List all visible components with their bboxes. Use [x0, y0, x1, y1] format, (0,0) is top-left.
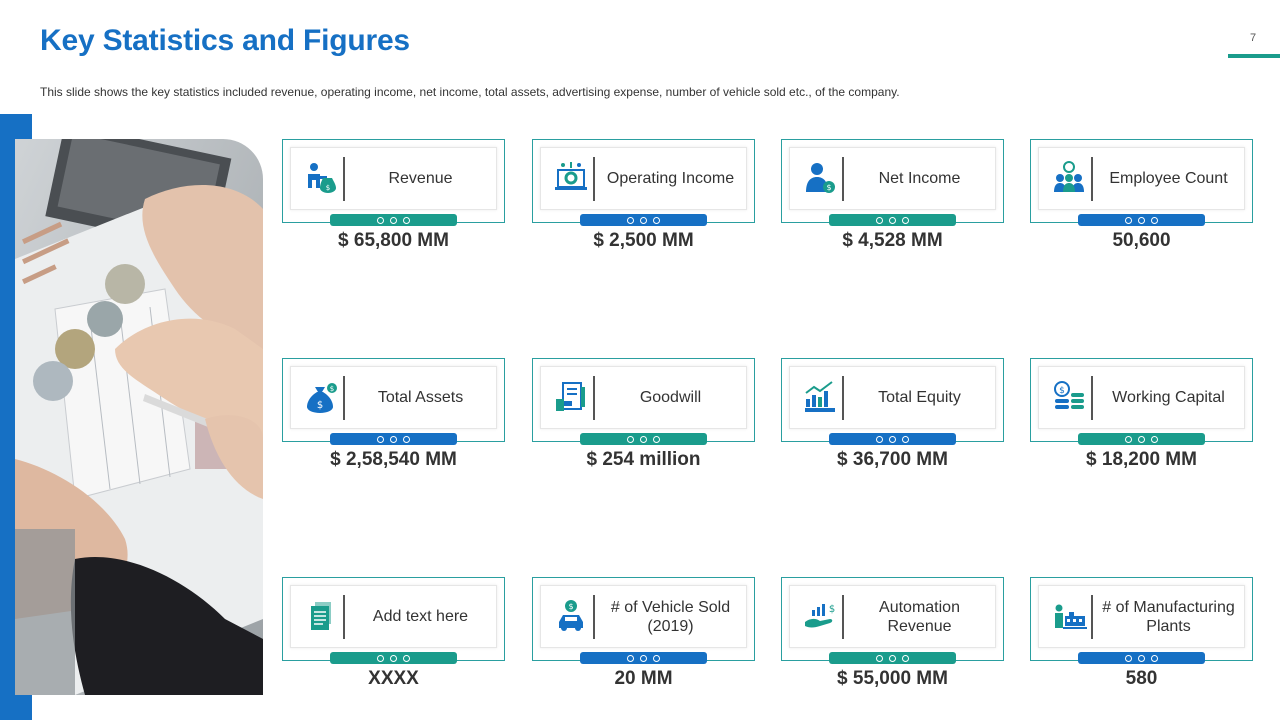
card-tab: [580, 214, 707, 226]
stat-card-net-income: $ Net Income: [781, 139, 1004, 226]
employee-count-value: 50,600: [1112, 230, 1171, 251]
card-tab: [330, 433, 457, 445]
card-tab: [829, 214, 956, 226]
businessman-money-icon: $: [308, 163, 336, 193]
stat-card-total-assets: $ $ Total Assets: [282, 358, 505, 445]
stat-card-working-capital: $ Working Capital: [1030, 358, 1253, 445]
stat-card-goodwill: Goodwill: [532, 358, 755, 445]
vehicle-sold-value: 20 MM: [614, 668, 673, 689]
svg-text:$: $: [317, 400, 323, 411]
stat-card-automation-revenue: $ Automation Revenue: [781, 577, 1004, 664]
card-divider: [593, 157, 595, 201]
factory-worker-icon: [1055, 604, 1087, 629]
card-tab: [829, 652, 956, 664]
money-bag-icon: $ $: [307, 383, 337, 413]
card-label: Total Equity: [878, 389, 961, 406]
card-divider: [343, 157, 345, 201]
laptop-gear-icon: [555, 162, 587, 190]
add-text-value: XXXX: [368, 668, 419, 689]
card-label: Revenue: [388, 170, 453, 187]
car-dollar-icon: $: [559, 600, 583, 631]
growth-chart-icon: [805, 381, 835, 412]
card-divider: [842, 376, 844, 420]
svg-text:$: $: [826, 183, 831, 192]
revenue-value: $ 65,800 MM: [338, 230, 449, 251]
card-divider: [842, 157, 844, 201]
card-label: Add text here: [372, 608, 469, 625]
automation-revenue-value: $ 55,000 MM: [837, 668, 948, 689]
svg-text:$: $: [568, 602, 573, 611]
document-hand-icon: [556, 382, 585, 411]
net-income-value: $ 4,528 MM: [842, 230, 943, 251]
card-label: Operating Income: [606, 170, 735, 187]
svg-text:$: $: [330, 385, 334, 393]
card-tab: [1078, 652, 1205, 664]
stat-card-revenue: $ Revenue: [282, 139, 505, 226]
card-tab: [330, 652, 457, 664]
card-label: Automation Revenue: [879, 598, 960, 635]
card-divider: [1091, 157, 1093, 201]
card-label: Total Assets: [377, 389, 464, 406]
business-photo: [15, 139, 263, 695]
card-tab: [829, 433, 956, 445]
card-tab: [1078, 433, 1205, 445]
total-equity-value: $ 36,700 MM: [837, 449, 948, 470]
card-divider: [343, 376, 345, 420]
card-divider: [593, 595, 595, 639]
card-tab: [330, 214, 457, 226]
card-tab: [580, 652, 707, 664]
stat-card-add-text: Add text here: [282, 577, 505, 664]
card-label: # of Vehicle Sold (2019): [610, 598, 731, 635]
card-label: # of Manufacturing Plants: [1102, 598, 1235, 635]
manufacturing-plants-value: 580: [1125, 668, 1158, 689]
goodwill-value: $ 254 million: [586, 449, 701, 470]
coin-stack-icon: $: [1054, 381, 1084, 409]
card-divider: [343, 595, 345, 639]
card-tab: [580, 433, 707, 445]
page-number-underline: [1228, 54, 1280, 58]
documents-icon: [311, 602, 331, 630]
page-number: 7: [1249, 32, 1257, 44]
card-divider: [1091, 376, 1093, 420]
operating-income-value: $ 2,500 MM: [593, 230, 694, 251]
stat-card-manufacturing-plants: # of Manufacturing Plants: [1030, 577, 1253, 664]
card-label: Working Capital: [1112, 389, 1225, 406]
team-icon: [1054, 161, 1084, 192]
stat-card-employee-count: Employee Count: [1030, 139, 1253, 226]
stat-card-vehicle-sold: $ # of Vehicle Sold (2019): [532, 577, 755, 664]
hand-chart-icon: $: [805, 604, 835, 628]
slide-description: This slide shows the key statistics incl…: [40, 85, 900, 99]
working-capital-value: $ 18,200 MM: [1086, 449, 1197, 470]
stat-card-total-equity: Total Equity: [781, 358, 1004, 445]
card-label: Employee Count: [1109, 170, 1228, 187]
person-dollar-icon: $: [806, 163, 835, 193]
card-tab: [1078, 214, 1205, 226]
card-label: Goodwill: [639, 389, 702, 406]
card-divider: [1091, 595, 1093, 639]
total-assets-value: $ 2,58,540 MM: [330, 449, 457, 470]
stat-card-operating-income: Operating Income: [532, 139, 755, 226]
svg-text:$: $: [829, 604, 835, 615]
card-divider: [593, 376, 595, 420]
page-title: Key Statistics and Figures: [40, 24, 410, 57]
svg-text:$: $: [1059, 386, 1065, 396]
card-label: Net Income: [878, 170, 961, 187]
svg-text:$: $: [326, 184, 330, 192]
card-divider: [842, 595, 844, 639]
